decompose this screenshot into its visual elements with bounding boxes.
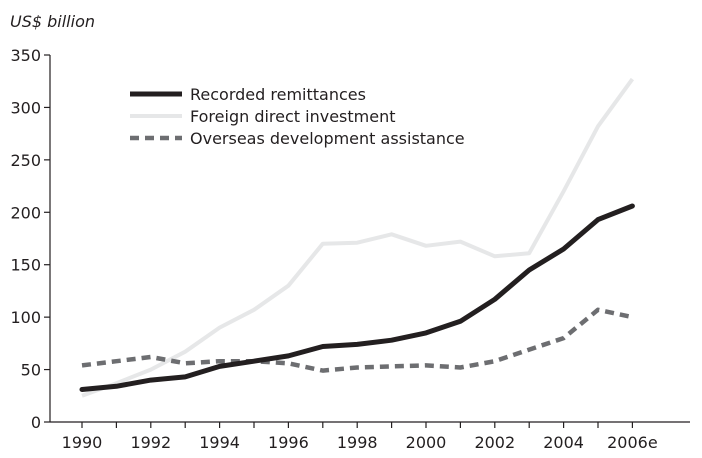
y-tick-label: 250 <box>10 151 41 170</box>
x-tick-label: 2006e <box>607 433 658 452</box>
series-line-foreign-direct-investment <box>81 77 635 398</box>
x-tick-label: 1998 <box>337 433 378 452</box>
series-layer <box>79 77 635 398</box>
y-tick-label: 100 <box>10 308 41 327</box>
y-tick-label: 350 <box>10 46 41 65</box>
y-tick-label: 150 <box>10 256 41 275</box>
y-tick-label: 200 <box>10 203 41 222</box>
x-tick-label: 1994 <box>199 433 240 452</box>
legend-label: Overseas development assistance <box>190 129 465 148</box>
series-line-recorded-remittances <box>79 203 635 392</box>
x-tick-label: 2000 <box>406 433 447 452</box>
y-tick-label: 0 <box>31 413 41 432</box>
axes: 0 50 100 150 200 250 300 350 1990 1992 1994 1996 199… <box>10 46 690 452</box>
x-tick-label: 2004 <box>543 433 584 452</box>
legend: Recorded remittances Foreign direct inves… <box>130 85 465 148</box>
y-axis-label: US$ billion <box>10 12 95 31</box>
y-tick-label: 50 <box>21 361 41 380</box>
series-line-overseas-development-assistance <box>81 307 633 373</box>
legend-label: Recorded remittances <box>190 85 366 104</box>
legend-label: Foreign direct investment <box>190 107 396 126</box>
y-tick-label: 300 <box>10 98 41 117</box>
x-tick-label: 1996 <box>268 433 309 452</box>
x-tick-label: 2002 <box>474 433 515 452</box>
x-tick-label: 1992 <box>130 433 171 452</box>
x-tick-label: 1990 <box>62 433 103 452</box>
